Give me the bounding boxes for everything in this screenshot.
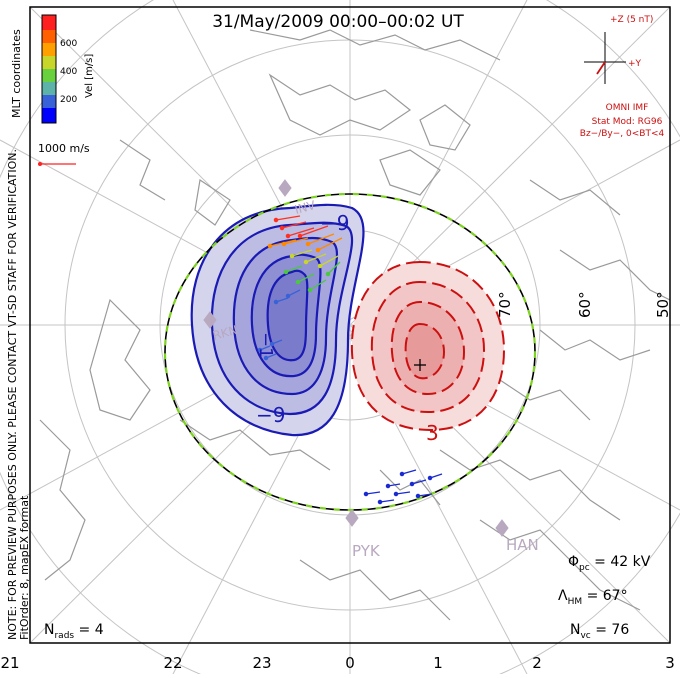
vector-scale: 1000 m/s: [38, 142, 90, 166]
colorbar-segment-2: [42, 82, 56, 95]
imf-plus-z-label: +Z (5 nT): [610, 15, 653, 25]
hm-boundary-latitude: ΛHM = 67°: [558, 588, 628, 607]
radar-label-han: HAN: [506, 536, 539, 554]
colorbar-segment-7: [42, 15, 56, 30]
contour-label-top: −9: [320, 211, 349, 235]
colorbar-tick-200: 200: [60, 95, 77, 105]
mlt-tick-1: 1: [433, 654, 443, 672]
imf-stat-mod-label: Stat Mod: RG96: [592, 117, 663, 127]
potential-maximum-marker: [414, 359, 426, 371]
lat-label-50: 50°: [654, 291, 672, 318]
radar-sites: [203, 179, 509, 537]
colorbar-segment-1: [42, 95, 56, 108]
preview-note: NOTE: FOR PREVIEW PURPOSES ONLY. PLEASE …: [6, 149, 19, 640]
velocity-colorbar: [41, 14, 57, 124]
colorbar-tick-400: 400: [60, 67, 77, 77]
lat-label-70: 70°: [496, 291, 514, 318]
colorbar-segment-5: [42, 43, 56, 56]
mlt-tick-0: 0: [345, 654, 355, 672]
vector-scale-label: 1000 m/s: [38, 142, 90, 155]
radar-count: Nrads = 4: [44, 622, 104, 641]
colorbar-label: Vel [m/s]: [84, 54, 95, 98]
cross-polar-potential: Φpc = 42 kV: [568, 554, 651, 573]
vector-count: Nvc = 76: [570, 622, 629, 641]
mlt-tick-23: 23: [252, 654, 271, 672]
positive-potential-cell: [350, 260, 506, 432]
plot-frame: [29, 6, 671, 644]
contour-label-positive: 3: [426, 421, 439, 445]
map-title: 31/May/2009 00:00–00:02 UT: [212, 12, 464, 32]
radar-marker-inv: [278, 179, 292, 197]
imf-panel: +Z (5 nT) +Y OMNI IMF Stat Mod: RG96 Bz−…: [580, 15, 665, 139]
imf-condition-label: Bz−/By−, 0<BT<4: [580, 129, 665, 139]
coordinate-label: MLT coordinates: [10, 29, 23, 118]
coastlines: [39, 29, 671, 621]
colorbar-segment-0: [42, 108, 56, 123]
fit-order-note: FitOrder: 8, mapEX format: [18, 495, 31, 640]
radar-marker-rkn: [203, 311, 217, 329]
radar-label-rkn: RKN: [211, 323, 239, 343]
radar-label-inv: INV: [293, 198, 317, 217]
imf-source-label: OMNI IMF: [606, 103, 649, 113]
lat-label-60: 60°: [576, 291, 594, 318]
colorbar-tick-600: 600: [60, 39, 77, 49]
mlt-tick-3: 3: [665, 654, 675, 672]
negative-potential-cell: [190, 203, 365, 437]
velocity-vectors: [257, 215, 443, 505]
colorbar-segment-3: [42, 69, 56, 82]
radar-label-pyk: PYK: [352, 542, 381, 560]
heppner-maynard-boundary: [163, 192, 537, 512]
contour-label-bottom: −9: [256, 403, 285, 427]
radar-marker-han: [495, 519, 509, 537]
radar-marker-pyk: [345, 509, 359, 527]
colorbar-segment-6: [42, 30, 56, 43]
imf-plus-y-label: +Y: [628, 59, 642, 69]
contour-label-inner: −1: [255, 332, 276, 359]
mlt-tick-22: 22: [163, 654, 182, 672]
colorbar-segment-4: [42, 56, 56, 69]
mlt-tick-21: 21: [0, 654, 19, 672]
mlt-tick-2: 2: [532, 654, 542, 672]
